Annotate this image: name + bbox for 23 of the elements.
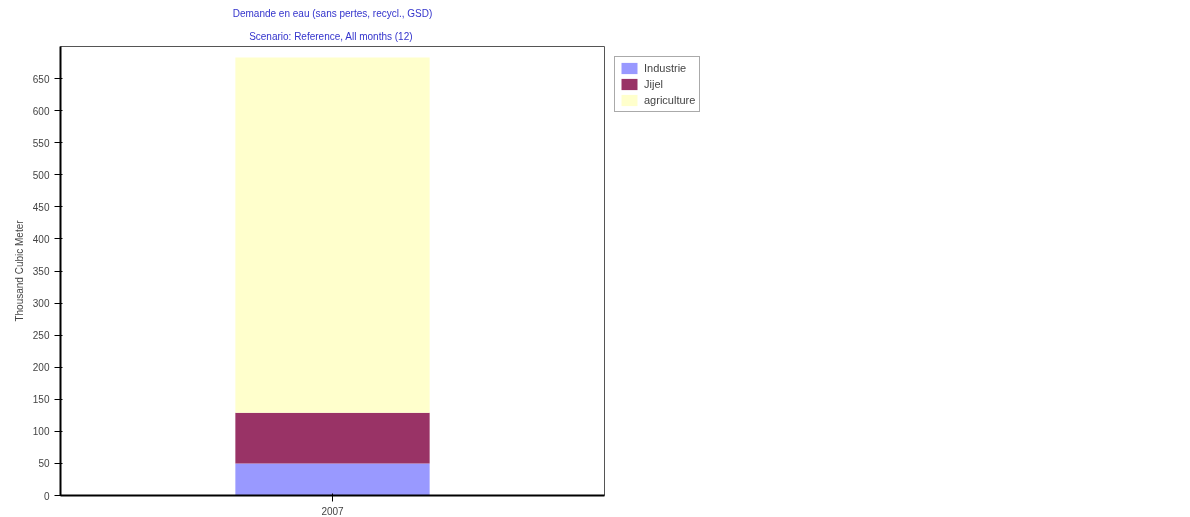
chart-title: Demande en eau (sans pertes, recycl., GSD) [232,7,433,19]
bar [235,463,430,496]
y-tick-label: 600 [32,105,50,117]
legend-label: agriculture [644,94,696,106]
y-tick-label: 350 [32,266,50,277]
y-tick-label: 50 [38,458,50,470]
y-axis-title: Thousand Cubic Meter [13,219,25,322]
y-tick-label: 500 [32,169,50,181]
y-tick-label: 400 [32,233,50,245]
legend-label: Industrie [644,62,687,74]
x-tick-label: 2007 [321,505,345,517]
y-tick-label: 450 [32,201,50,213]
y-tick-label: 250 [32,330,50,342]
y-tick-label: 0 [43,490,50,502]
y-tick-label: 200 [32,362,50,374]
y-tick-label: 150 [32,394,50,406]
bar [235,412,430,464]
y-tick-label: 550 [32,137,50,149]
y-tick-label: 300 [32,298,50,310]
y-tick-label: 650 [32,73,50,85]
y-tick-label: 100 [32,426,50,438]
legend-label: Jijel [644,78,664,90]
chart-subtitle: Scenario: Reference, All months (12) [249,30,413,42]
